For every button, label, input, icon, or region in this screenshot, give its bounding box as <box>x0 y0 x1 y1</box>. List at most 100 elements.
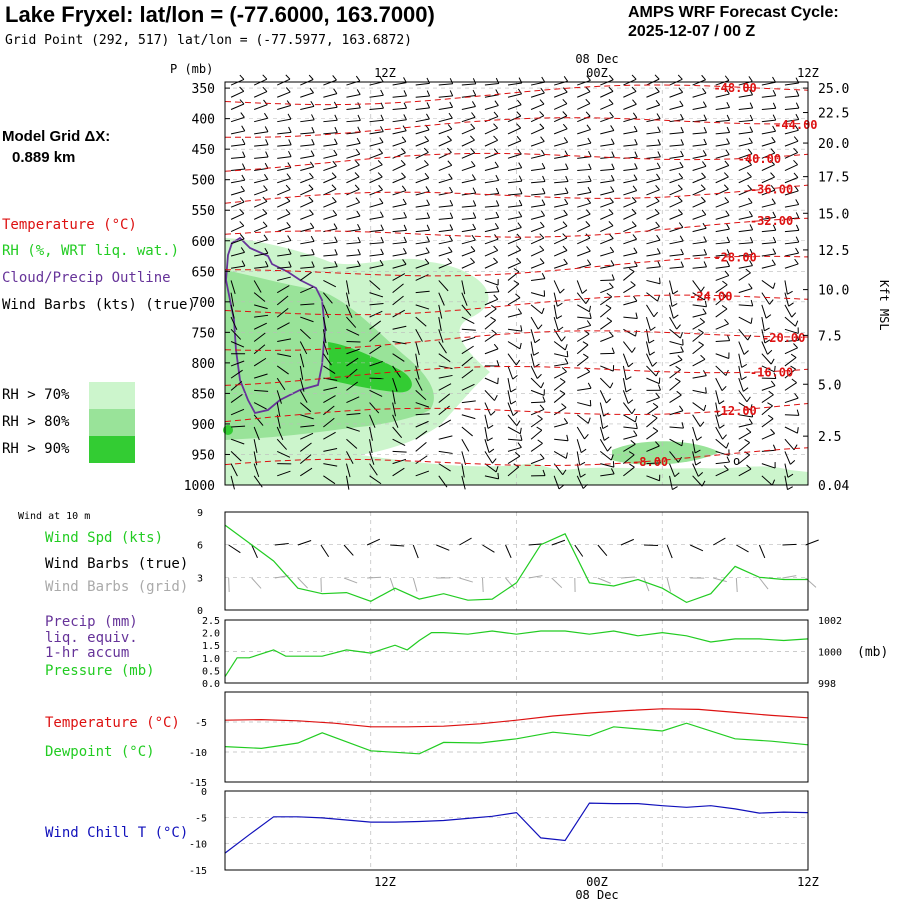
wind-barb <box>761 248 777 257</box>
wind-barb-feather <box>561 336 566 342</box>
wind-barb <box>276 322 290 330</box>
wind-barb <box>484 135 499 147</box>
wind-barb-shaft <box>738 131 753 135</box>
wind-barb-shaft <box>669 166 684 172</box>
wind-barb <box>530 258 545 269</box>
wind-barb <box>553 209 568 220</box>
wind-barb-shaft <box>600 251 614 257</box>
precip-panel-frame <box>224 619 809 684</box>
wind-barb <box>623 185 638 196</box>
wind-barb <box>392 248 407 257</box>
wind-barb-shaft <box>531 278 546 281</box>
wind-barb-feather <box>425 186 430 192</box>
wind-barb <box>738 148 753 159</box>
wind-barb <box>669 173 684 184</box>
wind-barb-shaft <box>230 463 238 477</box>
wind-barb <box>323 160 337 172</box>
wind-barb-shaft <box>623 144 638 147</box>
wind-barb-feather <box>701 74 706 81</box>
wind-barb-shaft <box>392 341 407 345</box>
wind-barb-shaft <box>230 130 245 135</box>
wind-barb <box>323 138 338 147</box>
wind-barb-shaft <box>438 229 453 233</box>
wind-barb-feather <box>726 236 731 243</box>
wind-barb <box>692 354 706 367</box>
wind-barb <box>253 185 268 196</box>
wind-barb-feather <box>675 365 681 371</box>
wind-barb <box>438 90 454 98</box>
wind-barb-shaft <box>530 204 545 208</box>
temperature-legend: Temperature (°C) <box>45 715 180 731</box>
wind-barb <box>576 439 587 454</box>
wind-barb <box>230 328 242 340</box>
wind-barb <box>577 312 592 319</box>
height-axis-label: Kft MSL <box>877 280 891 331</box>
wind-barb <box>669 150 684 159</box>
wind-barb-feather <box>609 282 614 288</box>
wind-barb <box>276 438 288 450</box>
wind-barb-shaft <box>646 239 661 245</box>
wind-barb <box>784 393 799 404</box>
wind-barb-feather <box>426 236 430 242</box>
wind-barb <box>646 248 661 257</box>
wind-barb-feather <box>309 87 314 94</box>
wind-barb <box>323 196 337 208</box>
wind-barb <box>738 160 752 171</box>
wind-barb-shaft <box>254 266 269 269</box>
wind-barb-shaft <box>623 252 638 257</box>
wind-barb-feather <box>679 100 684 107</box>
wind-barb <box>576 329 590 342</box>
wind-barb <box>692 308 707 318</box>
temperature-contour-label: -36.00 <box>750 183 793 197</box>
wind-barb-feather <box>561 403 567 408</box>
wind-barb-shaft <box>507 390 512 405</box>
wind-barb <box>645 341 655 356</box>
wind-barb-shaft <box>553 393 566 403</box>
wind-barb <box>507 452 521 465</box>
wind-barb-shaft <box>253 426 260 441</box>
wind-barb <box>461 414 476 420</box>
wind-barb-feather <box>703 126 708 133</box>
wind-barb-shaft <box>438 419 452 428</box>
wind-barb-shaft <box>392 107 407 110</box>
wind-barb-shaft <box>300 286 314 294</box>
wind-barb <box>600 347 615 355</box>
wind-barb-shaft <box>784 357 797 367</box>
wind-barb-feather <box>657 261 661 268</box>
wind-barb <box>715 114 731 123</box>
wind-barb-feather <box>288 150 292 157</box>
wind-barb <box>761 414 774 428</box>
wind-barb-shaft <box>600 180 615 184</box>
wind-barb-grid <box>759 577 769 590</box>
wind-barb-shaft <box>577 191 592 196</box>
wind-barb <box>484 211 500 220</box>
temperature-contour <box>224 365 809 386</box>
wind-barb-grid <box>528 575 543 579</box>
wind-barb-feather <box>564 198 569 205</box>
wind-barb <box>369 89 384 98</box>
wind-barb <box>715 126 731 135</box>
wind-barb-feather <box>788 302 794 307</box>
wind-barb-feather <box>772 224 777 231</box>
wind-barb-shaft <box>784 397 799 404</box>
wind-barb-shaft <box>738 377 744 392</box>
wind-barb-feather <box>262 74 268 80</box>
wind-barb-shaft <box>761 107 776 110</box>
wind-barb-shaft <box>623 103 637 110</box>
wind-barb-shaft <box>530 127 545 135</box>
wind-barb-feather <box>287 113 292 120</box>
wind-barb-shaft <box>346 107 361 110</box>
wind-barb-feather <box>493 148 499 154</box>
wind-barb-feather <box>795 236 800 243</box>
wind-barb-feather <box>726 126 731 133</box>
wind-barb-feather <box>725 442 730 449</box>
wind-barb-shaft <box>576 426 585 440</box>
wind-barb-feather <box>379 137 384 143</box>
wind-barb-feather <box>633 125 638 132</box>
wind-barb-feather <box>285 209 291 215</box>
wind-barb <box>553 292 563 307</box>
wind-barb-shaft <box>415 107 430 110</box>
wind-barb-shaft <box>346 316 357 328</box>
wind-barb-shaft <box>623 466 635 477</box>
wind-barb <box>461 426 473 437</box>
